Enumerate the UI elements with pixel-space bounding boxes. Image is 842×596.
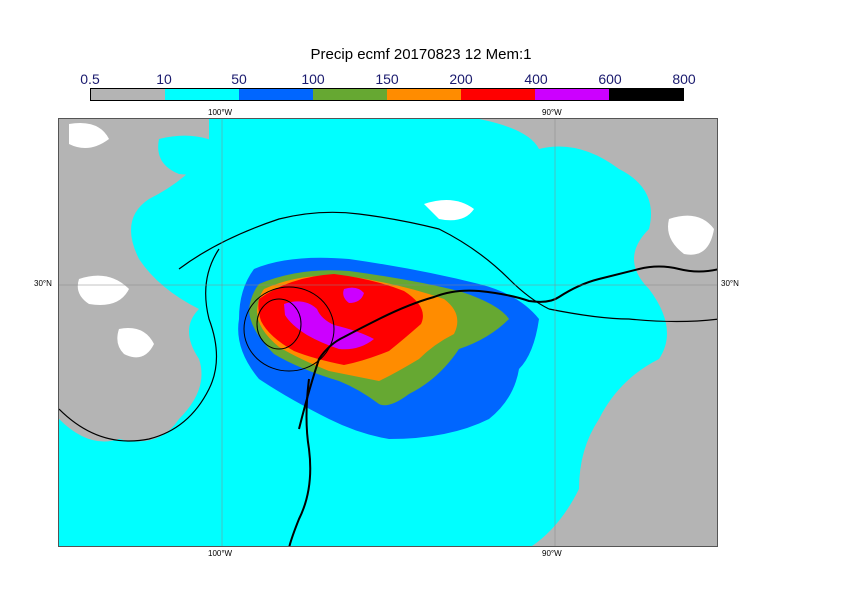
border-texas xyxy=(178,211,550,310)
legend-swatch-4 xyxy=(387,89,461,100)
contour-mid xyxy=(243,286,335,372)
chart-title: Precip ecmf 20170823 12 Mem:1 xyxy=(310,46,532,63)
legend-label-0: 0.5 xyxy=(80,71,100,87)
border-mexico xyxy=(59,248,220,442)
clear-area-5 xyxy=(117,328,154,358)
legend-label-1: 10 xyxy=(156,71,172,87)
legend-swatch-0 xyxy=(91,89,165,100)
coastline xyxy=(298,265,717,430)
legend-swatch-5 xyxy=(461,89,535,100)
legend-label-5: 200 xyxy=(449,71,473,87)
contour-inner xyxy=(256,298,302,350)
legend-label-2: 50 xyxy=(231,71,247,87)
legend-label-3: 100 xyxy=(301,71,325,87)
precip-band-400-east xyxy=(343,287,364,303)
legend-swatch-7 xyxy=(609,89,683,100)
legend-swatch-3 xyxy=(313,89,387,100)
precip-patch-west xyxy=(59,455,191,546)
border-coast-east xyxy=(548,308,717,323)
lon-label-bottom-100w: 100°W xyxy=(208,549,233,558)
legend-swatch-1 xyxy=(165,89,239,100)
clear-area-1 xyxy=(69,123,109,148)
legend-swatch-6 xyxy=(535,89,609,100)
lon-label-top-100w: 100°W xyxy=(208,108,233,117)
legend-label-8: 800 xyxy=(672,71,696,87)
precip-band-400 xyxy=(284,301,374,350)
legend-label-6: 400 xyxy=(524,71,548,87)
legend-label-7: 600 xyxy=(598,71,622,87)
coastline-south xyxy=(288,378,312,546)
precip-band-200 xyxy=(258,274,423,365)
clear-area-2 xyxy=(668,215,714,255)
lon-label-top-90w: 90°W xyxy=(542,108,562,117)
precip-map xyxy=(58,118,718,547)
legend-label-4: 150 xyxy=(375,71,399,87)
precip-patch-north xyxy=(158,135,229,175)
precip-map-svg xyxy=(59,119,717,546)
legend-colorbar xyxy=(90,88,684,101)
clear-area-4 xyxy=(424,200,474,221)
lat-label-left-30n: 30°N xyxy=(34,279,52,288)
lon-label-bottom-90w: 90°W xyxy=(542,549,562,558)
legend-swatch-2 xyxy=(239,89,313,100)
clear-area-3 xyxy=(77,275,129,305)
lat-label-right-30n: 30°N xyxy=(721,279,739,288)
